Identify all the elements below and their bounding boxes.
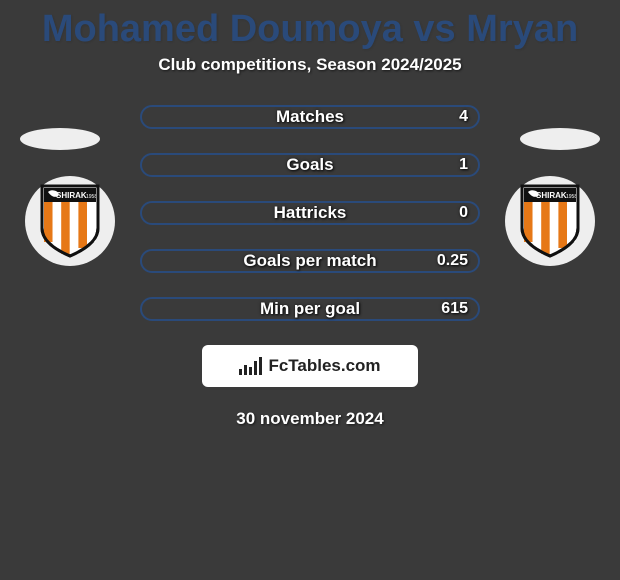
stats-container: Matches 4 Goals 1 Hattricks 0 Goals per … [0, 105, 620, 321]
stat-value: 0 [459, 204, 468, 222]
stat-row-goals-per-match: Goals per match 0.25 [140, 249, 480, 273]
stat-label: Hattricks [274, 203, 347, 223]
page-title: Mohamed Doumoya vs Mryan [0, 0, 620, 55]
stat-row-min-per-goal: Min per goal 615 [140, 297, 480, 321]
stat-value: 1 [459, 156, 468, 174]
brand-text: FcTables.com [268, 356, 380, 376]
stat-value: 4 [459, 108, 468, 126]
stat-label: Min per goal [260, 299, 360, 319]
stat-label: Goals per match [243, 251, 376, 271]
stat-row-goals: Goals 1 [140, 153, 480, 177]
stat-row-hattricks: Hattricks 0 [140, 201, 480, 225]
stat-row-matches: Matches 4 [140, 105, 480, 129]
brand-box[interactable]: FcTables.com [202, 345, 418, 387]
stat-label: Matches [276, 107, 344, 127]
stat-value: 0.25 [437, 252, 468, 270]
stat-value: 615 [441, 300, 468, 318]
bars-icon [239, 357, 262, 375]
page-subtitle: Club competitions, Season 2024/2025 [0, 55, 620, 75]
stat-label: Goals [286, 155, 333, 175]
date-line: 30 november 2024 [0, 409, 620, 429]
